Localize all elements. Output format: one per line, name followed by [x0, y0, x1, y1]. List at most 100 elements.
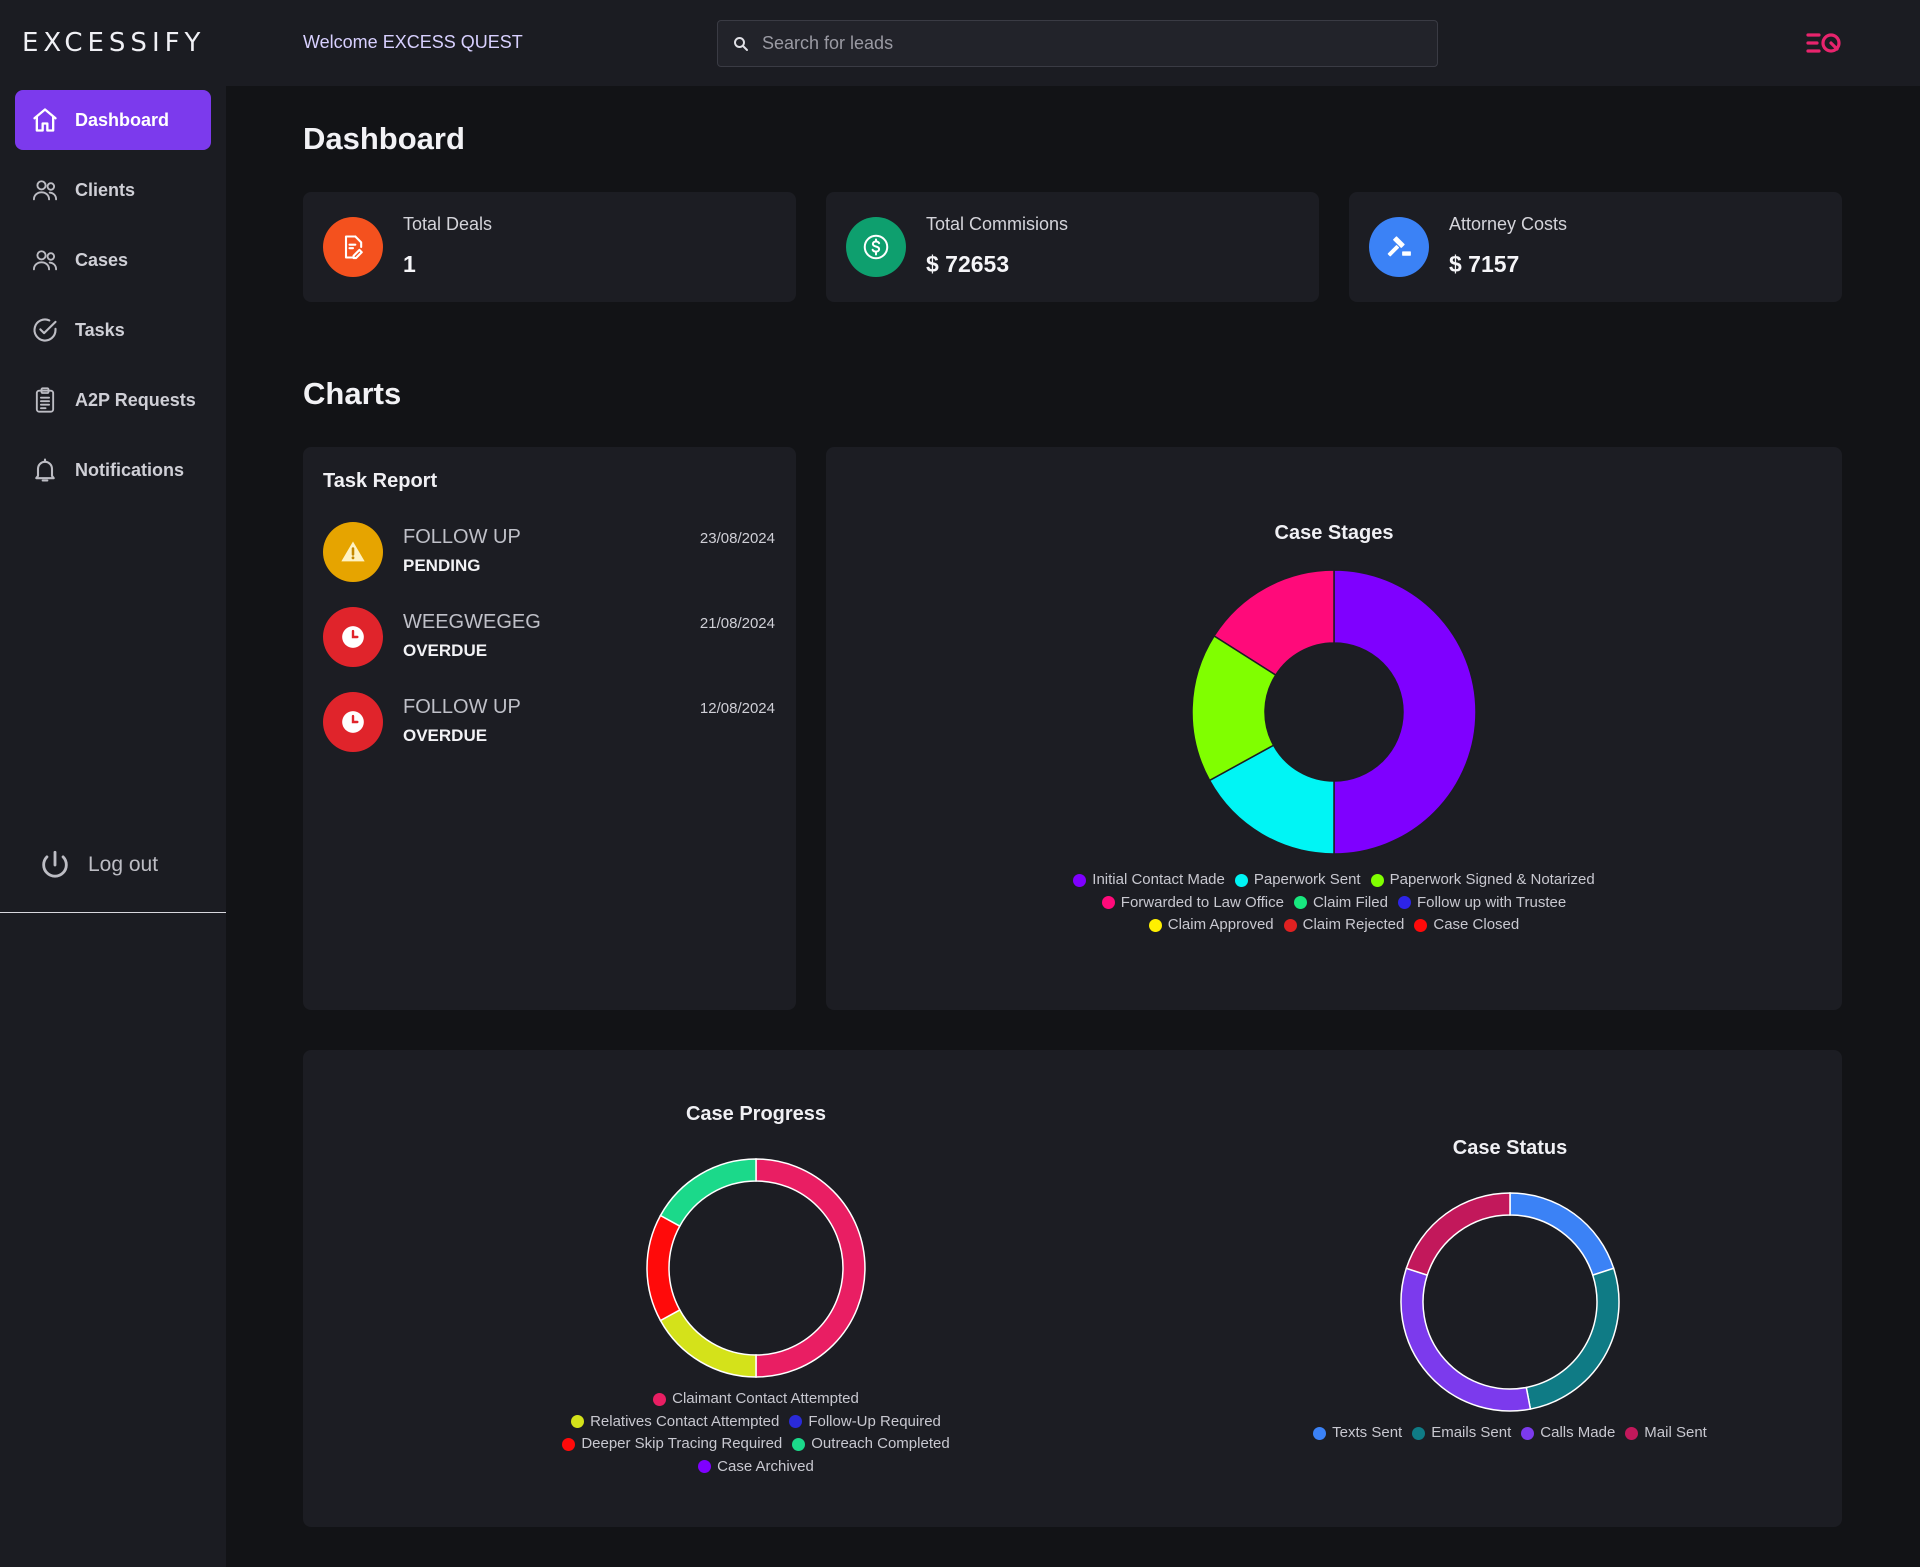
slice-relatives-contact-attempted[interactable] — [659, 1308, 757, 1378]
task-name: FOLLOW UP — [403, 526, 521, 548]
task-item[interactable]: FOLLOW UP PENDING 23/08/2024 — [323, 522, 775, 584]
legend-item-paperwork-sent[interactable]: Paperwork Sent — [1234, 869, 1361, 892]
legend-row: Texts Sent Emails Sent Calls Made Mail Sent — [1203, 1422, 1817, 1445]
stat-value: $ 7157 — [1449, 251, 1520, 277]
legend-item-follow-up-required[interactable]: Follow-Up Required — [789, 1411, 941, 1434]
legend-item-calls-made[interactable]: Calls Made — [1521, 1422, 1615, 1445]
sidebar-item-label: Clients — [75, 179, 136, 200]
legend-item-claim-filed[interactable]: Claim Filed — [1293, 892, 1388, 915]
chart-title: Case Status — [1452, 1137, 1568, 1159]
case-charts-panel: Case Progress Claimant Contact Attempted… — [303, 1050, 1842, 1527]
legend-swatch — [698, 1460, 712, 1474]
brand-logo-icon[interactable] — [1804, 28, 1844, 58]
legend-label: Claimant Contact Attempted — [672, 1390, 859, 1407]
clipboard-icon — [35, 387, 55, 413]
task-item[interactable]: FOLLOW UP OVERDUE 12/08/2024 — [323, 692, 775, 754]
legend-label: Mail Sent — [1644, 1424, 1707, 1441]
legend-item-deeper-skip-tracing-required[interactable]: Deeper Skip Tracing Required — [562, 1433, 782, 1456]
logout-button[interactable]: Log out — [38, 848, 158, 882]
legend-swatch — [1073, 873, 1087, 887]
legend-item-claim-rejected[interactable]: Claim Rejected — [1283, 914, 1404, 937]
case-status-chart — [1400, 1192, 1620, 1412]
legend-swatch — [1625, 1426, 1639, 1440]
stat-label: Attorney Costs — [1449, 214, 1568, 234]
task-item[interactable]: WEEGWEGEG OVERDUE 21/08/2024 — [323, 607, 775, 669]
task-status: OVERDUE — [403, 726, 488, 745]
slice-mail-sent[interactable] — [1405, 1192, 1511, 1277]
legend-row: Deeper Skip Tracing Required Outreach Com… — [486, 1433, 1026, 1456]
dollar-icon — [846, 217, 906, 277]
legend-label: Case Archived — [717, 1457, 814, 1475]
slice-forwarded-to-law-office[interactable] — [1213, 569, 1335, 677]
sidebar-item-dashboard[interactable]: Dashboard — [15, 90, 211, 150]
legend-label: Follow-Up Required — [808, 1412, 941, 1430]
legend-swatch — [1101, 896, 1115, 910]
check-circle-icon — [33, 318, 57, 342]
legend-label: Emails Sent — [1431, 1424, 1512, 1441]
sidebar-item-label: Tasks — [75, 319, 125, 340]
slice-paperwork-signed-notarized[interactable] — [1191, 634, 1277, 782]
legend-item-relatives-contact-attempted[interactable]: Relatives Contact Attempted — [571, 1411, 779, 1434]
legend-label: Paperwork Signed & Notarized — [1389, 871, 1595, 888]
legend-item-paperwork-signed-notarized[interactable]: Paperwork Signed & Notarized — [1370, 869, 1595, 892]
legend-label: Relatives Contact Attempted — [590, 1412, 780, 1430]
legend-label: Forwarded to Law Office — [1120, 893, 1284, 911]
legend-item-claim-approved[interactable]: Claim Approved — [1148, 914, 1274, 937]
home-icon — [33, 108, 57, 132]
legend-label: Claim Filed — [1312, 893, 1388, 911]
legend-row: Claim Approved Claim Rejected Case Closed — [1036, 914, 1632, 937]
task-name: WEEGWEGEG — [403, 611, 541, 633]
slice-deeper-skip-tracing-required[interactable] — [646, 1214, 681, 1322]
sidebar-item-clients[interactable]: Clients — [15, 160, 211, 220]
sidebar-item-cases[interactable]: Cases — [15, 230, 211, 290]
search-box[interactable] — [717, 20, 1438, 67]
slice-initial-contact-made[interactable] — [1333, 569, 1477, 855]
search-input[interactable] — [762, 33, 1402, 54]
legend-swatch — [1397, 896, 1411, 910]
slice-calls-made[interactable] — [1400, 1267, 1532, 1412]
slice-claimant-contact-attempted[interactable] — [755, 1158, 866, 1378]
sidebar-item-a2p-requests[interactable]: A2P Requests — [15, 370, 211, 430]
legend-label: Claim Approved — [1167, 916, 1274, 933]
legend-item-mail-sent[interactable]: Mail Sent — [1625, 1422, 1707, 1445]
legend-swatch — [1412, 1426, 1426, 1440]
legend-row: Forwarded to Law Office Claim Filed Follow… — [1036, 892, 1632, 915]
legend-swatch — [653, 1392, 667, 1406]
task-report-panel: Task Report FOLLOW UP PENDING 23/08/2024… — [303, 447, 796, 1010]
chart-title: Case Stages — [1274, 522, 1394, 544]
stat-label: Total Deals — [403, 214, 493, 234]
legend-row: Relatives Contact Attempted Follow-Up Req… — [486, 1411, 1026, 1434]
slice-paperwork-sent[interactable] — [1208, 744, 1335, 855]
gavel-icon — [1369, 217, 1429, 277]
slice-texts-sent[interactable] — [1509, 1192, 1615, 1277]
case-stages-chart — [1191, 569, 1477, 855]
users-icon — [32, 180, 58, 201]
legend-item-follow-up-with-trustee[interactable]: Follow up with Trustee — [1397, 892, 1566, 915]
sidebar-item-tasks[interactable]: Tasks — [15, 300, 211, 360]
legend-row: Claimant Contact Attempted — [486, 1388, 1026, 1411]
legend-row: Case Archived — [486, 1456, 1026, 1479]
legend-item-emails-sent[interactable]: Emails Sent — [1412, 1422, 1511, 1445]
task-status: OVERDUE — [403, 641, 488, 660]
legend-item-initial-contact-made[interactable]: Initial Contact Made — [1073, 869, 1225, 892]
stat-card-total-deals: Total Deals 1 — [303, 192, 796, 302]
legend-item-texts-sent[interactable]: Texts Sent — [1313, 1422, 1402, 1445]
task-date: 23/08/2024 — [699, 530, 775, 547]
legend-item-claimant-contact-attempted[interactable]: Claimant Contact Attempted — [653, 1388, 859, 1411]
slice-outreach-completed[interactable] — [659, 1158, 757, 1228]
legend-swatch — [792, 1437, 806, 1451]
slice-emails-sent[interactable] — [1525, 1267, 1620, 1410]
legend-swatch — [1521, 1426, 1535, 1440]
search-icon — [734, 36, 748, 51]
stat-card-total-commissions: Total Commisions $ 72653 — [826, 192, 1319, 302]
legend-item-case-archived[interactable]: Case Archived — [698, 1456, 814, 1479]
task-report-title: Task Report — [323, 470, 438, 492]
sidebar-item-notifications[interactable]: Notifications — [15, 440, 211, 500]
legend-item-outreach-completed[interactable]: Outreach Completed — [792, 1433, 950, 1456]
chart-title: Case Progress — [685, 1103, 827, 1125]
legend-item-case-closed[interactable]: Case Closed — [1414, 914, 1519, 937]
stat-value: 1 — [403, 251, 416, 277]
case-stages-panel: Case Stages Initial Contact Made Paperwor… — [826, 447, 1842, 1010]
legend-swatch — [1148, 918, 1162, 932]
legend-item-forwarded-to-law-office[interactable]: Forwarded to Law Office — [1101, 892, 1284, 915]
